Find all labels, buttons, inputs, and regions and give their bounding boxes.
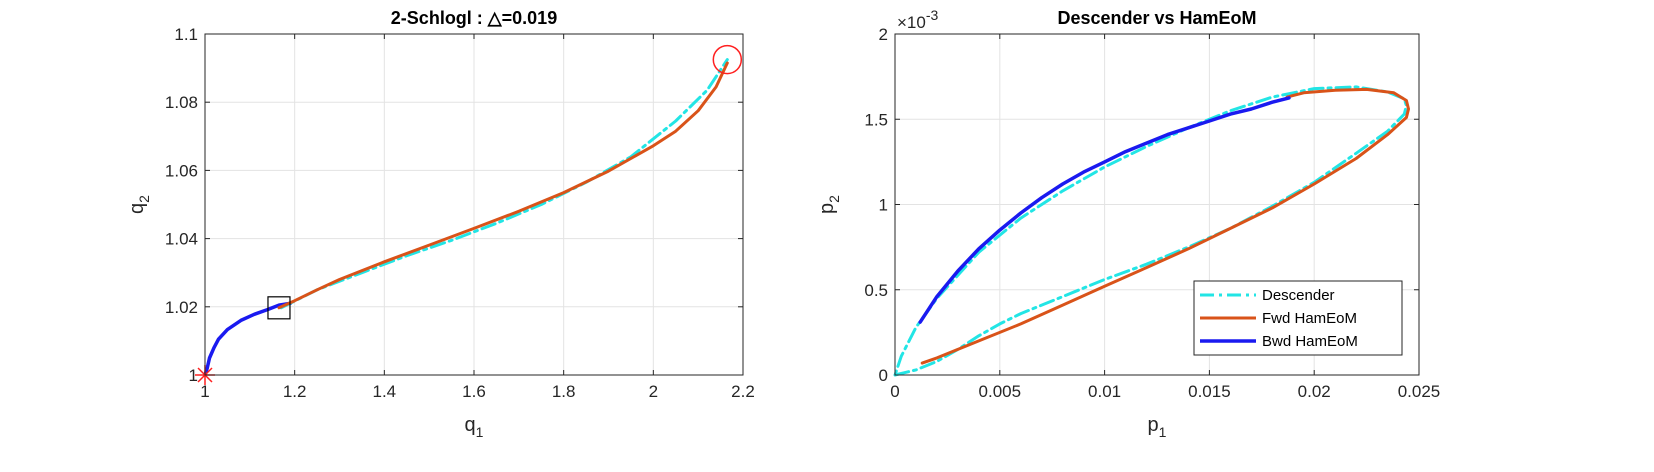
y-tick-label: 1.02 xyxy=(165,298,198,317)
end-marker-circle xyxy=(712,44,743,75)
x-tick-label: 2.2 xyxy=(731,382,755,401)
series-line-bwd xyxy=(203,301,292,377)
left-plot-xlabel: q1 xyxy=(465,414,484,440)
left-plot-series xyxy=(203,58,729,377)
series-line-fwd xyxy=(277,61,729,310)
right-plot-legend: Descender Fwd HamEoM Bwd HamEoM xyxy=(1193,280,1403,356)
right-plot-ylabel: p2 xyxy=(816,195,842,214)
y-tick-label: 1.08 xyxy=(165,93,198,112)
switch-marker-square xyxy=(267,296,291,320)
series-line-fwd xyxy=(920,87,1410,365)
series-line-bwd xyxy=(918,96,1291,324)
y-tick-label: 1.04 xyxy=(165,230,198,249)
left-plot-title: 2-Schlogl : △=0.019 xyxy=(391,8,557,28)
legend-entry-descender: Descender xyxy=(1200,287,1335,304)
y-tick-label: 1 xyxy=(189,366,198,385)
y-tick-label: 0 xyxy=(879,366,888,385)
x-tick-label: 0.005 xyxy=(979,382,1022,401)
right-plot-ticks: 0 0.005 0.01 0.015 0.02 0.025 0 0.5 1 1.5 2 xyxy=(864,25,1440,401)
series-line-descender xyxy=(893,85,1408,377)
right-plot-series xyxy=(893,85,1410,377)
x-tick-label: 1 xyxy=(200,382,209,401)
series-line-descender xyxy=(279,58,729,310)
right-plot-exponent-label: ×10-3 xyxy=(897,7,939,32)
x-tick-label: 0 xyxy=(890,382,899,401)
x-tick-label: 1.8 xyxy=(552,382,576,401)
legend-label-descender: Descender xyxy=(1262,287,1335,304)
y-tick-label: 2 xyxy=(879,25,888,44)
y-tick-label: 1.06 xyxy=(165,161,198,180)
right-plot-title: Descender vs HamEoM xyxy=(1057,8,1256,28)
x-tick-label: 0.01 xyxy=(1088,382,1121,401)
x-tick-label: 1.6 xyxy=(462,382,486,401)
legend-entry-bwd: Bwd HamEoM xyxy=(1200,333,1358,350)
legend-entry-fwd: Fwd HamEoM xyxy=(1200,310,1357,327)
y-tick-label: 1 xyxy=(879,196,888,215)
left-plot-grid xyxy=(204,33,744,376)
x-tick-label: 0.025 xyxy=(1398,382,1441,401)
x-tick-label: 2 xyxy=(649,382,658,401)
y-tick-label: 1.1 xyxy=(174,25,198,44)
right-plot-xlabel: p1 xyxy=(1148,414,1167,440)
legend-label-bwd: Bwd HamEoM xyxy=(1262,333,1358,350)
left-plot-ticks: 1 1.2 1.4 1.6 1.8 2 2.2 1 1.02 1.04 1.06 1.08 1.1 xyxy=(165,25,755,401)
right-plot-panel: 0 0.005 0.01 0.015 0.02 0.025 0 0.5 1 1.5 2 Descen… xyxy=(816,7,1440,440)
x-tick-label: 0.015 xyxy=(1188,382,1231,401)
x-tick-label: 0.02 xyxy=(1298,382,1331,401)
left-plot-ylabel: q2 xyxy=(126,195,152,214)
legend-label-fwd: Fwd HamEoM xyxy=(1262,310,1357,327)
x-tick-label: 1.4 xyxy=(373,382,397,401)
left-plot-markers xyxy=(195,44,743,385)
y-tick-label: 1.5 xyxy=(864,110,888,129)
left-plot-panel: 1 1.2 1.4 1.6 1.8 2 2.2 1 1.02 1.04 1.06 1.08 1.1 2-… xyxy=(126,8,755,440)
y-tick-label: 0.5 xyxy=(864,281,888,300)
x-tick-label: 1.2 xyxy=(283,382,307,401)
